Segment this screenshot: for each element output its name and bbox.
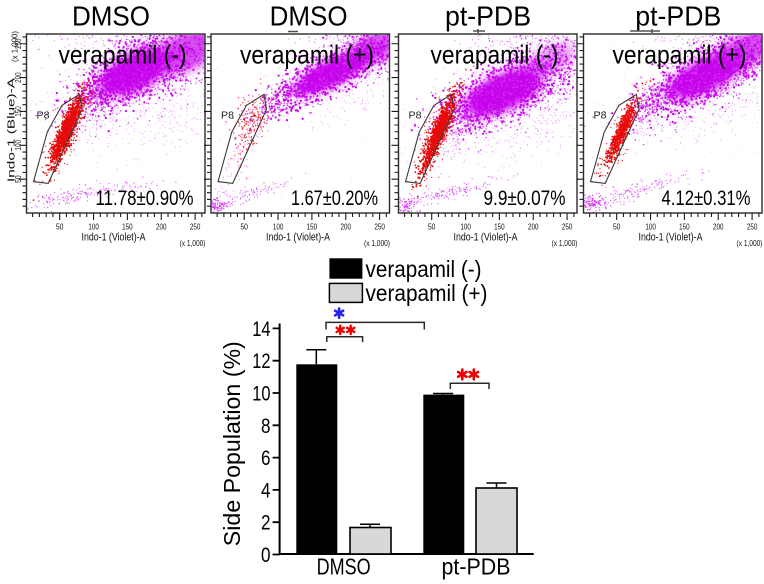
svg-text:verapamil (-): verapamil (-) (366, 256, 482, 282)
svg-text:200: 200 (528, 222, 539, 232)
svg-text:50: 50 (613, 222, 621, 232)
svg-text:Indo-1 (Violet)-A: Indo-1 (Violet)-A (639, 232, 704, 244)
svg-text:(x 1,000): (x 1,000) (180, 239, 206, 248)
svg-text:9.9±0.07%: 9.9±0.07% (484, 187, 566, 210)
svg-text:150: 150 (494, 222, 505, 232)
svg-text:Indo-1 (Violet)-A: Indo-1 (Violet)-A (82, 232, 147, 244)
svg-text:50: 50 (13, 175, 23, 183)
svg-text:6: 6 (261, 447, 271, 470)
svg-text:100: 100 (645, 222, 656, 232)
svg-text:Indo-1 (Violet)-A: Indo-1 (Violet)-A (454, 232, 519, 244)
svg-text:(x 1,000): (x 1,000) (364, 239, 390, 248)
svg-text:100: 100 (460, 222, 471, 232)
svg-text:DMSO: DMSO (72, 1, 150, 32)
svg-text:verapamil (-): verapamil (-) (431, 39, 559, 69)
svg-text:200: 200 (341, 222, 352, 232)
svg-text:100: 100 (88, 222, 99, 232)
svg-text:Indo-1 (Blue)-A: Indo-1 (Blue)-A (6, 78, 18, 182)
svg-text:verapamil (+): verapamil (+) (240, 39, 374, 69)
svg-text:0: 0 (261, 544, 271, 567)
svg-text:4.12±0.31%: 4.12±0.31% (662, 187, 751, 210)
svg-text:50: 50 (56, 222, 64, 232)
svg-text:100: 100 (13, 140, 23, 151)
svg-text:verapamil (+): verapamil (+) (613, 39, 747, 69)
svg-text:Indo-1 (Violet)-A: Indo-1 (Violet)-A (266, 232, 331, 244)
svg-text:200: 200 (713, 222, 724, 232)
svg-text:P8: P8 (221, 109, 234, 121)
svg-text:250: 250 (374, 222, 385, 232)
svg-text:150: 150 (122, 222, 133, 232)
svg-text:10: 10 (252, 383, 270, 406)
svg-text:250: 250 (13, 38, 23, 49)
svg-text:4: 4 (261, 479, 271, 502)
svg-text:DMSO: DMSO (270, 1, 348, 32)
svg-text:DMSO: DMSO (317, 554, 371, 580)
svg-text:(x 1,000): (x 1,000) (737, 239, 763, 248)
svg-text:pt-PDB: pt-PDB (445, 1, 531, 32)
svg-text:150: 150 (13, 106, 23, 117)
svg-text:150: 150 (679, 222, 690, 232)
svg-text:14: 14 (252, 318, 271, 341)
svg-text:50: 50 (428, 222, 436, 232)
svg-text:11.78±0.90%: 11.78±0.90% (96, 187, 194, 210)
svg-text:(x 1,000): (x 1,000) (11, 31, 20, 62)
svg-text:P8: P8 (409, 109, 422, 121)
svg-text:Side Population (%): Side Population (%) (219, 341, 245, 546)
svg-text:250: 250 (747, 222, 758, 232)
svg-text:100: 100 (273, 222, 284, 232)
svg-text:8: 8 (261, 415, 271, 438)
svg-text:150: 150 (307, 222, 318, 232)
svg-text:2: 2 (261, 512, 271, 535)
svg-text:(x 1,000): (x 1,000) (552, 239, 578, 248)
svg-text:1.67±0.20%: 1.67±0.20% (291, 187, 378, 210)
svg-text:12: 12 (252, 350, 270, 373)
svg-text:P8: P8 (37, 109, 50, 121)
svg-text:200: 200 (13, 72, 23, 83)
svg-text:verapamil (-): verapamil (-) (59, 39, 187, 69)
svg-text:250: 250 (562, 222, 573, 232)
svg-text:pt-PDB: pt-PDB (442, 554, 511, 580)
svg-text:50: 50 (240, 222, 248, 232)
svg-text:250: 250 (190, 222, 201, 232)
svg-text:200: 200 (156, 222, 167, 232)
svg-text:pt-PDB: pt-PDB (635, 1, 721, 32)
svg-text:P8: P8 (594, 109, 607, 121)
svg-text:verapamil (+): verapamil (+) (366, 280, 488, 306)
